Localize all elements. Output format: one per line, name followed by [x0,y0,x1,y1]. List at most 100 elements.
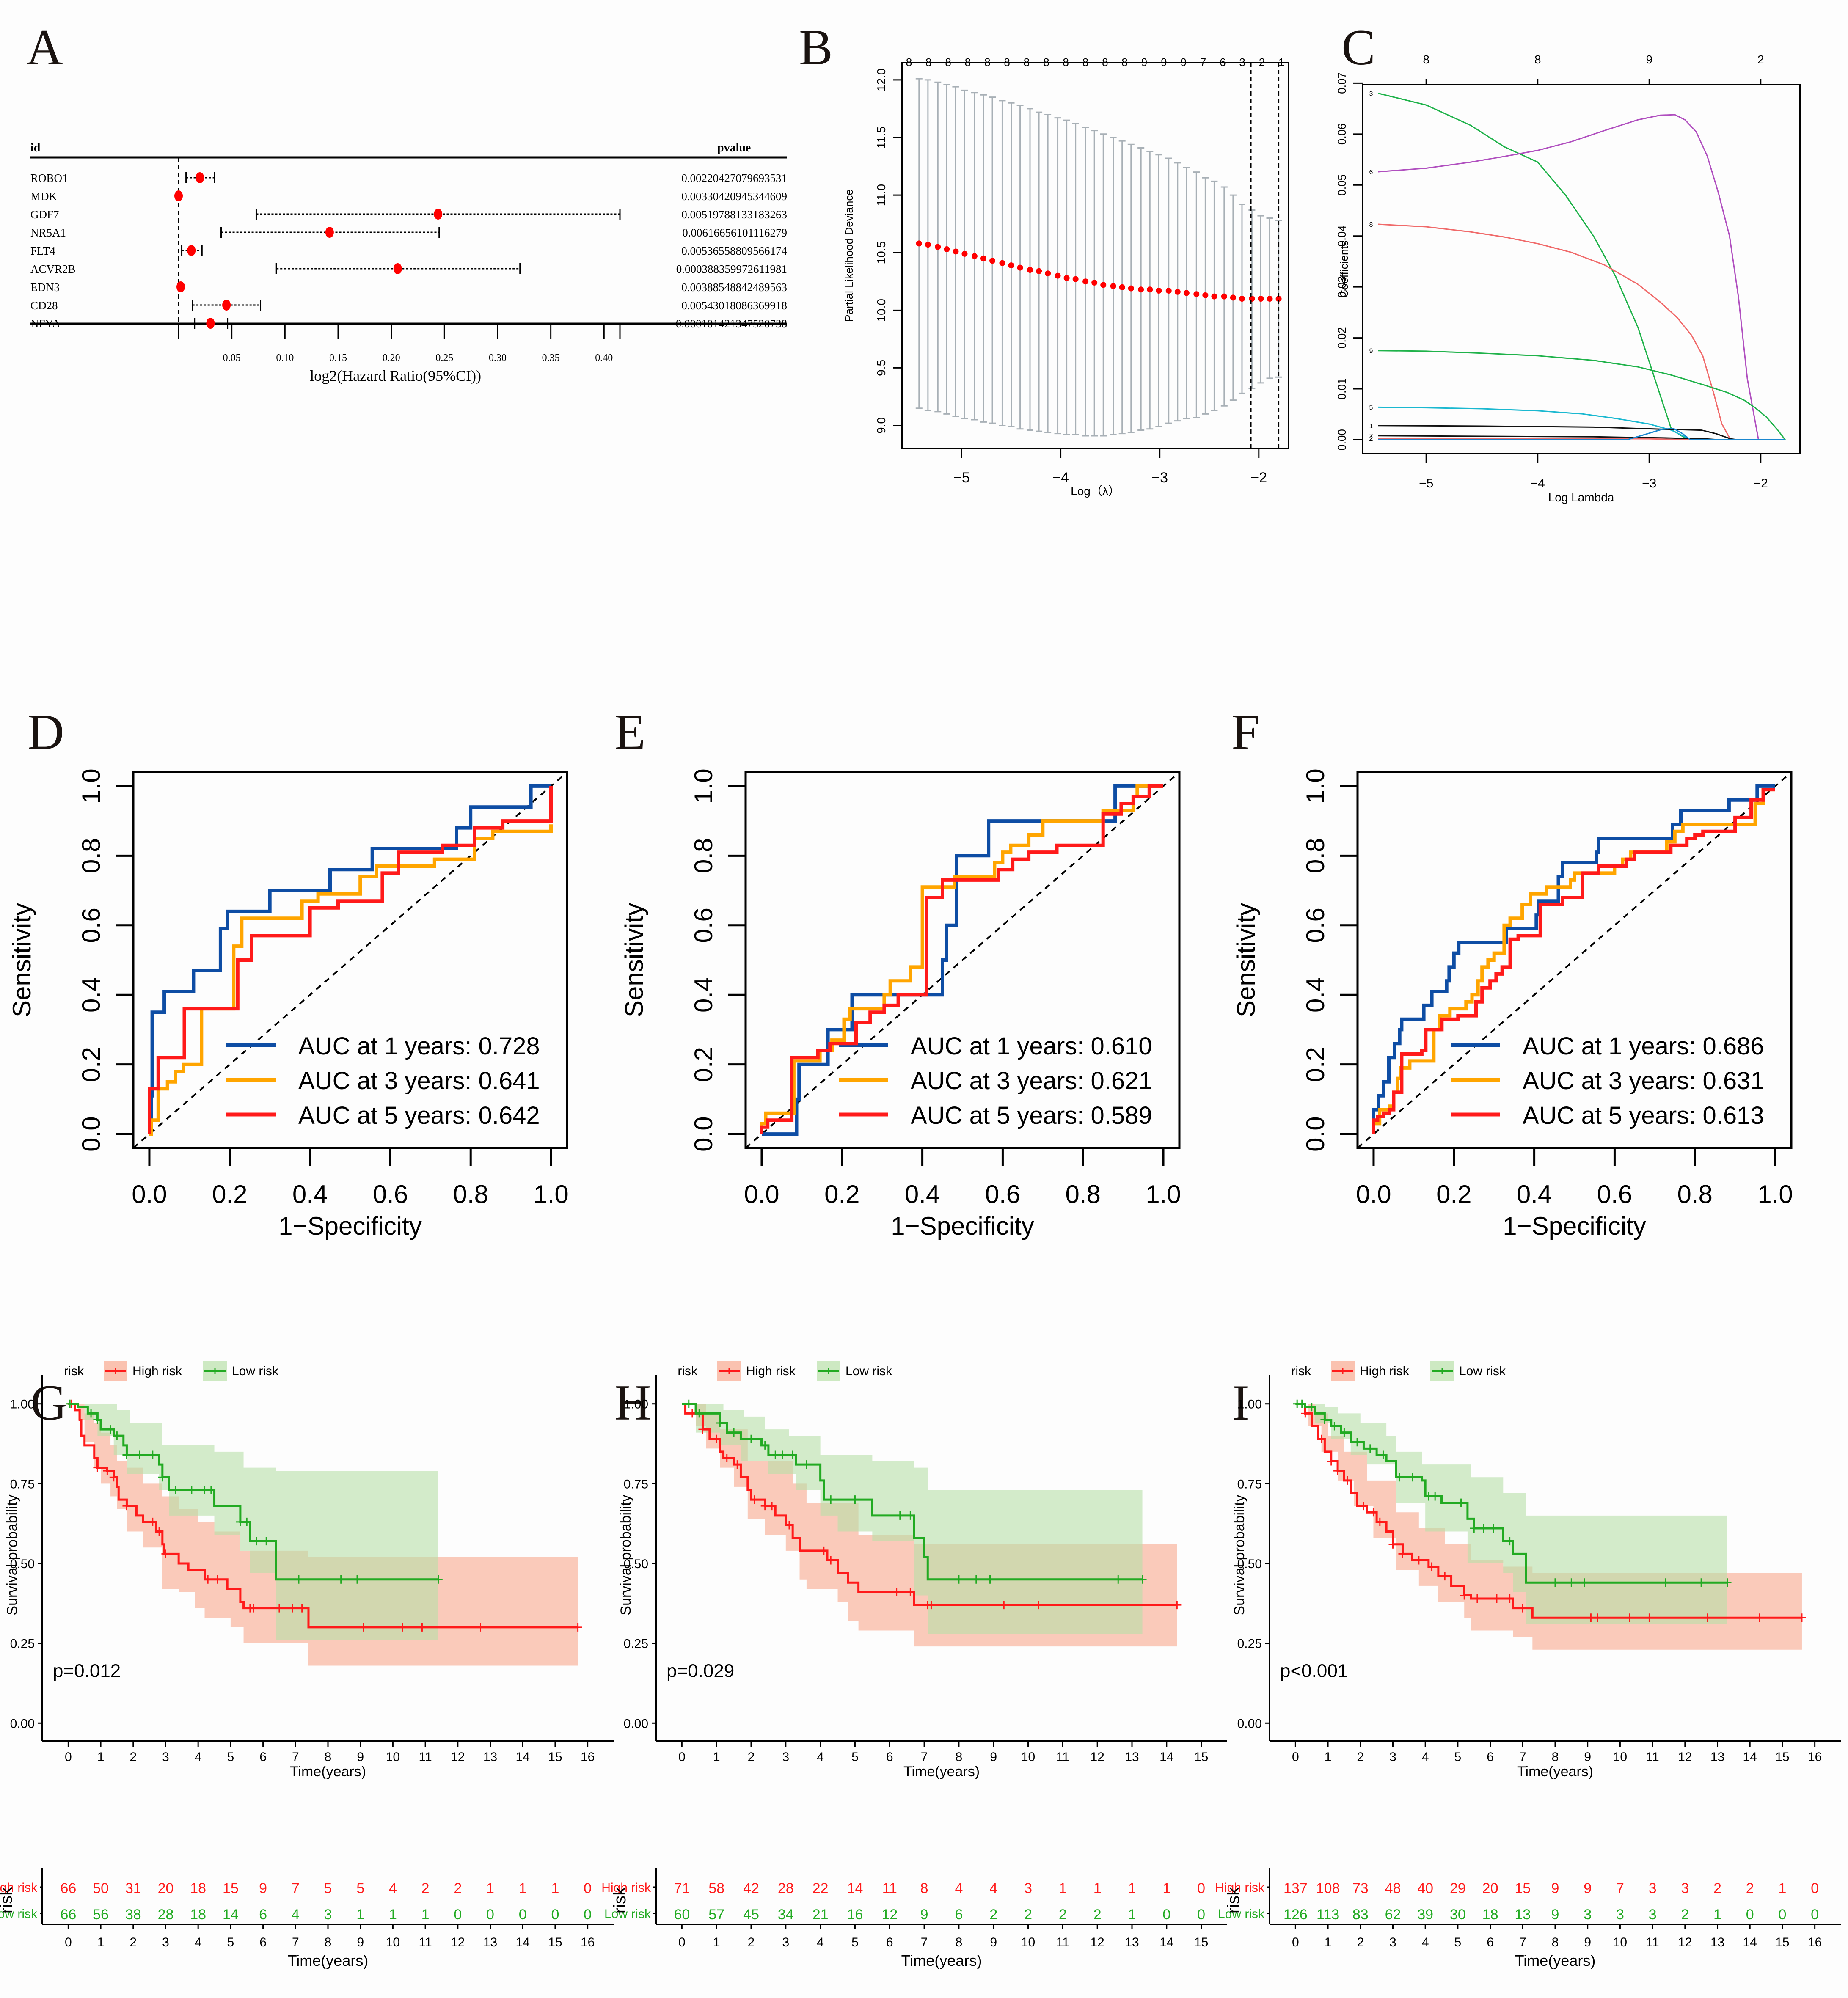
pvalue-value: 0.00616656101116279 [682,226,787,239]
x-tick-label: 10 [1021,1750,1035,1764]
coef-path-label: 7 [1369,433,1373,440]
at-risk-count: 1 [1128,1880,1136,1896]
y-tick-label: 0.00 [624,1717,648,1731]
deviance-point [1230,294,1236,301]
censor-mark [826,1495,835,1504]
deviance-point [953,248,959,255]
censor-mark [1440,1572,1449,1581]
p-value-annotation: p=0.029 [666,1661,734,1682]
at-risk-count: 1 [1059,1880,1067,1896]
at-risk-count: 60 [674,1907,690,1923]
censor-mark [1703,1613,1712,1622]
at-risk-count: 113 [1316,1907,1339,1923]
censor-mark [760,1441,769,1450]
coef-path-label: 4 [1369,437,1373,444]
censor-mark [716,1419,724,1427]
hazard-ratio-point [325,227,334,238]
at-risk-count: 1 [551,1880,559,1896]
deviance-point [1174,289,1181,295]
risk-table-x-tick-label: 14 [516,1935,530,1949]
at-risk-count: 11 [882,1880,897,1896]
coef-path-label: 2 [1369,435,1373,443]
y-tick-label: 0.00 [10,1717,35,1731]
at-risk-count: 16 [847,1907,863,1923]
deviance-point [1055,272,1061,279]
censor-mark [1460,1591,1469,1600]
x-tick-label: 0.0 [1356,1180,1391,1208]
roc-panel-e: AUC at 1 years: 0.610 AUC at 3 years: 0.6… [620,768,1181,1240]
at-risk-count: 1 [1093,1880,1102,1896]
at-risk-count: 0 [551,1907,559,1923]
y-tick-label: 12.0 [875,69,888,92]
deviance-point [1119,284,1125,290]
x-tick-label: 1 [713,1750,720,1764]
deviance-point [1027,267,1033,273]
x-tick-label: −3 [1642,476,1656,490]
deviance-point [1156,288,1162,294]
coef-path-8 [1378,223,1785,440]
x-tick-label: 16 [581,1750,595,1764]
censor-mark [204,1575,212,1584]
top-axis-label: 8 [925,56,931,69]
hazard-ratio-point [206,318,215,329]
x-tick-label: 13 [483,1750,497,1764]
at-risk-count: 29 [1450,1880,1466,1896]
x-tick-label: 0.4 [905,1180,940,1208]
censor-mark [722,1454,731,1462]
risk-table-x-tick-label: 15 [548,1935,562,1949]
plot-frame [132,771,568,1149]
risk-table-x-tick-label: 1 [97,1935,105,1949]
censor-mark [1343,1476,1352,1485]
x-tick-label: 12 [1090,1750,1104,1764]
deviance-point [1036,268,1042,274]
risk-table-x-tick-label: 11 [419,1935,432,1949]
y-tick-label: 0.2 [77,1047,105,1082]
at-risk-count: 126 [1283,1907,1308,1923]
x-tick-label: 0.6 [1597,1180,1632,1208]
censor-mark [695,1409,704,1418]
hazard-ratio-point [176,281,185,292]
x-tick-label: 1.0 [1757,1180,1793,1208]
top-axis-label: 8 [1102,56,1108,69]
x-axis-label: Log Lambda [1548,491,1614,504]
gene-label: ACVR2B [30,263,76,275]
censor-mark [906,1588,915,1596]
x-tick-label: −3 [1151,470,1168,486]
id-column-header: id [30,141,41,154]
legend-label: High risk [1360,1364,1410,1378]
censor-mark [1379,1450,1388,1459]
at-risk-count: 2 [1713,1880,1721,1896]
risk-table-x-tick-label: 9 [1584,1935,1591,1949]
at-risk-count: 0 [1197,1880,1205,1896]
p-value-annotation: p<0.001 [1280,1661,1348,1682]
deviance-point [1091,279,1098,286]
y-tick-label: 10.0 [875,299,888,322]
y-tick-label: 0.4 [689,977,718,1013]
at-risk-count: 20 [1482,1880,1498,1896]
censor-mark [1366,1444,1374,1453]
risk-table-x-axis-label: Time(years) [901,1952,982,1969]
x-tick-label: −2 [1754,476,1768,490]
risk-table-x-tick-label: 4 [817,1935,824,1949]
y-tick-label: 0.25 [624,1637,648,1651]
x-tick-label: 15 [548,1750,562,1764]
censor-mark [66,1399,74,1408]
at-risk-count: 7 [1616,1880,1624,1896]
censor-mark [730,1428,738,1437]
y-tick-label: 0.0 [77,1116,105,1151]
top-axis-label: 6 [1220,56,1226,69]
y-tick-label: 9.5 [875,360,888,376]
at-risk-count: 2 [1059,1907,1067,1923]
censor-mark [1661,1578,1670,1587]
gene-label: CD28 [30,299,58,312]
censor-mark [1114,1575,1123,1584]
panel-letter-h: H [614,1374,651,1431]
censor-mark [788,1450,797,1459]
risk-table-x-tick-label: 0 [65,1935,72,1949]
censor-mark [135,1450,144,1459]
censor-mark [1723,1578,1732,1587]
x-axis-label: Time(years) [1517,1764,1593,1780]
at-risk-count: 6 [259,1907,267,1923]
top-axis-label: 1 [1278,56,1284,69]
censor-mark [93,1463,102,1472]
